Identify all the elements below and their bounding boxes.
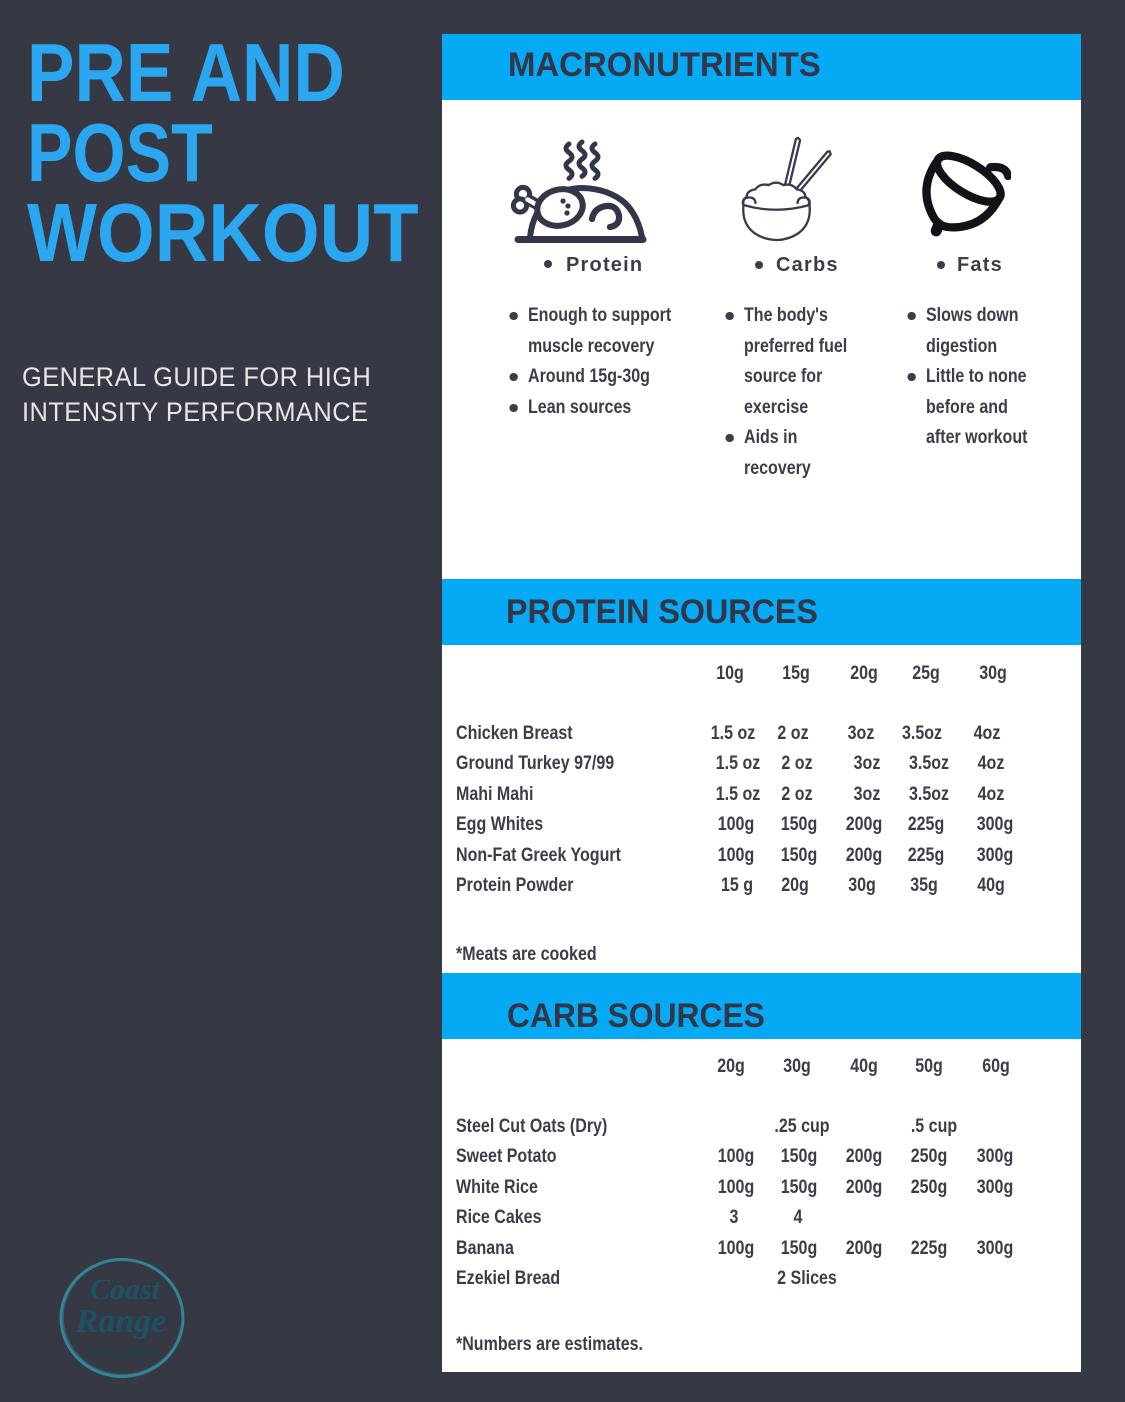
svg-text:Coast: Coast	[90, 1273, 162, 1306]
svg-text:Range: Range	[75, 1303, 167, 1340]
svg-text:Nutrition: Nutrition	[84, 1343, 161, 1362]
